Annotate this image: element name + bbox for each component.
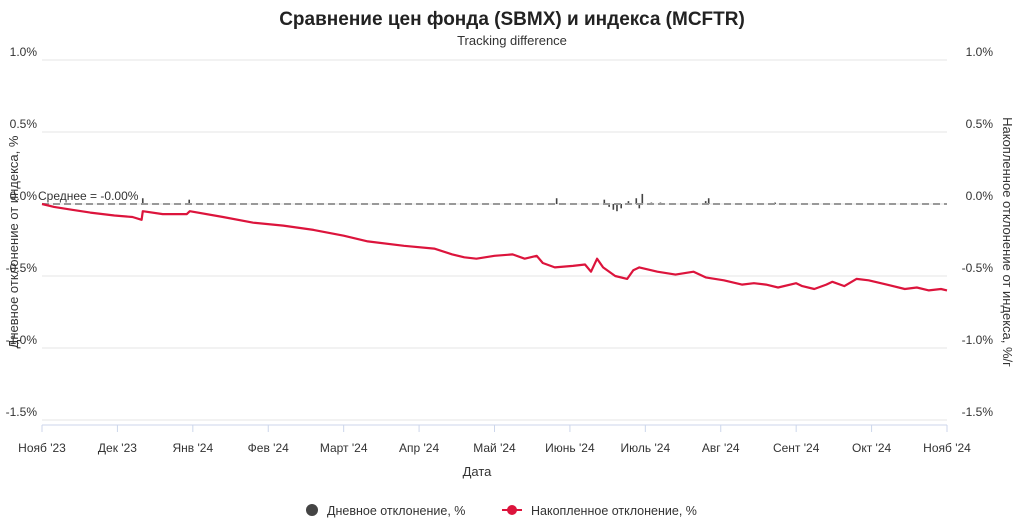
gridlines bbox=[42, 59, 947, 421]
daily-deviation-bar bbox=[616, 204, 618, 212]
daily-deviation-bars bbox=[141, 193, 776, 212]
x-axis-title: Дата bbox=[463, 464, 493, 479]
x-axis: Нояб '23 Дек '23 Янв '24 Фев '24 Март '24 Апр… bbox=[18, 424, 971, 455]
cumulative-deviation-line bbox=[41, 202, 948, 292]
daily-deviation-bar bbox=[603, 199, 606, 204]
x-tick-label: Фев '24 bbox=[248, 441, 289, 455]
left-y-tick-label: -0.5% bbox=[6, 261, 38, 275]
legend-marker-daily bbox=[306, 504, 318, 516]
daily-deviation-bar bbox=[620, 204, 622, 209]
right-y-tick-label: -1.0% bbox=[962, 333, 994, 347]
x-tick-label: Янв '24 bbox=[173, 441, 214, 455]
daily-deviation-bar bbox=[707, 198, 710, 204]
daily-deviation-bar bbox=[612, 204, 615, 210]
legend: Дневное отклонение, % Накопленное отклон… bbox=[306, 504, 697, 518]
left-y-axis-title: Дневное отклонение от индекса, % bbox=[6, 135, 21, 348]
x-tick-label: Июль '24 bbox=[621, 441, 671, 455]
right-y-tick-label: -1.5% bbox=[962, 405, 994, 419]
legend-item-daily[interactable]: Дневное отклонение, % bbox=[306, 504, 465, 518]
right-y-axis-title: Накопленное отклонение от индекса, %/г bbox=[1000, 117, 1015, 367]
chart-title: Сравнение цен фонда (SBMX) и индекса (MC… bbox=[279, 9, 745, 30]
x-tick-label: Май '24 bbox=[473, 441, 516, 455]
right-y-tick-label: 1.0% bbox=[966, 45, 994, 59]
legend-marker-cumulative bbox=[507, 505, 517, 515]
left-y-tick-label: -1.0% bbox=[6, 333, 38, 347]
left-y-tick-label: 0.0% bbox=[10, 189, 38, 203]
right-y-tick-label: 0.5% bbox=[966, 117, 994, 131]
x-tick-label: Окт '24 bbox=[852, 441, 892, 455]
daily-deviation-bar bbox=[141, 198, 144, 204]
mean-label: Среднее = -0.00% bbox=[38, 189, 139, 203]
x-tick-label: Июнь '24 bbox=[545, 441, 595, 455]
legend-label-daily: Дневное отклонение, % bbox=[327, 504, 465, 518]
left-y-tick-label: 0.5% bbox=[10, 117, 38, 131]
left-y-tick-label: -1.5% bbox=[6, 405, 38, 419]
legend-item-cumulative[interactable]: Накопленное отклонение, % bbox=[502, 504, 697, 518]
daily-deviation-bar bbox=[641, 193, 644, 204]
daily-deviation-bar bbox=[638, 204, 641, 209]
daily-deviation-bar bbox=[627, 201, 630, 204]
legend-label-cumulative: Накопленное отклонение, % bbox=[531, 504, 697, 518]
daily-deviation-bar bbox=[608, 204, 610, 207]
right-y-tick-label: -0.5% bbox=[962, 261, 994, 275]
x-tick-label: Авг '24 bbox=[702, 441, 740, 455]
daily-deviation-bar bbox=[774, 202, 776, 204]
daily-deviation-bar bbox=[635, 198, 638, 204]
daily-deviation-bar bbox=[704, 201, 707, 204]
chart-subtitle: Tracking difference bbox=[457, 33, 567, 48]
left-y-tick-label: 1.0% bbox=[10, 45, 38, 59]
daily-deviation-bar bbox=[555, 198, 558, 204]
right-y-tick-label: 0.0% bbox=[966, 189, 994, 203]
y-axis-ticks: 1.0% 1.0% 0.5% 0.5% 0.0% 0.0% -0.5% -0.5% -1.0% -… bbox=[6, 45, 994, 419]
x-tick-label: Нояб '24 bbox=[923, 441, 971, 455]
daily-deviation-bar bbox=[188, 199, 191, 204]
x-tick-label: Нояб '23 bbox=[18, 441, 66, 455]
x-tick-label: Дек '23 bbox=[98, 441, 137, 455]
x-tick-label: Апр '24 bbox=[399, 441, 439, 455]
x-tick-label: Март '24 bbox=[320, 441, 368, 455]
x-tick-label: Сент '24 bbox=[773, 441, 820, 455]
